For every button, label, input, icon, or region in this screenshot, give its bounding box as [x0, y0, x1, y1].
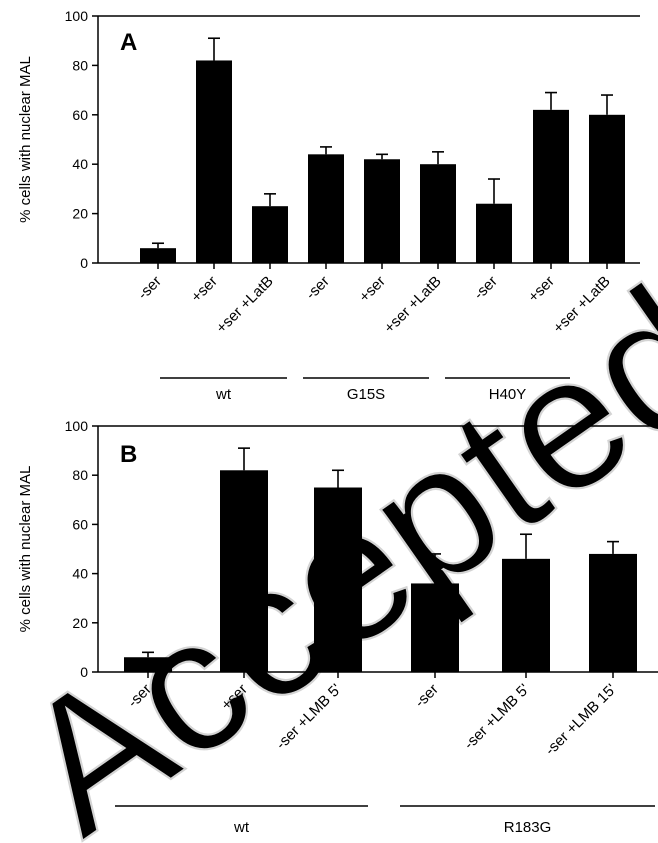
- p2-y-tick-label-100: 100: [65, 418, 89, 434]
- p1-group-label-1: wt: [215, 386, 232, 403]
- p1-y-tick-label-40: 40: [72, 156, 88, 172]
- p2-panel-label: B: [120, 441, 137, 468]
- p1-bar-2: [196, 60, 232, 264]
- p1-category-label-7: -ser: [471, 273, 501, 303]
- p2-category-label-6: -ser +LMB 15': [542, 681, 620, 759]
- p2-bar-1: [124, 657, 172, 672]
- p1-group-label-2: G15S: [347, 386, 385, 403]
- p1-y-tick-label-20: 20: [72, 206, 88, 222]
- p1-category-label-8: +ser: [525, 273, 558, 306]
- p1-bar-8: [533, 109, 569, 263]
- p2-y-tick-label-40: 40: [72, 566, 88, 582]
- p1-bar-4: [308, 154, 344, 263]
- p1-category-label-5: +ser: [356, 273, 389, 306]
- p2-bar-5: [502, 558, 550, 672]
- p1-group-label-3: H40Y: [489, 386, 527, 403]
- p1-panel-label: A: [120, 29, 137, 56]
- p2-group-label-2: R183G: [504, 819, 552, 836]
- p1-y-axis-label: % cells with nuclear MAL: [17, 56, 34, 223]
- p1-y-tick-label-100: 100: [65, 8, 89, 24]
- p2-y-axis-label: % cells with nuclear MAL: [17, 466, 34, 633]
- p1-category-label-4: -ser: [303, 273, 333, 303]
- p2-bar-2: [220, 470, 268, 672]
- p2-bar-4: [411, 583, 459, 672]
- p1-category-label-6: +ser +LatB: [381, 273, 445, 337]
- p1-category-label-3: +ser +LatB: [213, 273, 277, 337]
- p2-y-tick-label-60: 60: [72, 516, 88, 532]
- p2-category-label-5: -ser +LMB 5': [461, 681, 533, 753]
- p1-y-tick-label-0: 0: [80, 255, 88, 271]
- p2-category-label-4: -ser: [412, 681, 442, 711]
- p1-bar-5: [364, 159, 400, 263]
- p2-bar-6: [589, 553, 637, 672]
- p2-y-tick-label-80: 80: [72, 467, 88, 483]
- p2-bar-3: [314, 487, 362, 672]
- p2-y-tick-label-0: 0: [80, 664, 88, 680]
- p2-group-label-1: wt: [233, 819, 250, 836]
- p1-y-tick-label-60: 60: [72, 107, 88, 123]
- p1-y-tick-label-80: 80: [72, 57, 88, 73]
- p1-bar-1: [140, 248, 176, 263]
- p1-bar-7: [476, 203, 512, 263]
- p2-y-tick-label-20: 20: [72, 615, 88, 631]
- p1-bar-6: [420, 164, 456, 263]
- p1-category-label-1: -ser: [135, 273, 165, 303]
- p1-bar-9: [589, 114, 625, 263]
- p1-category-label-2: +ser: [188, 273, 221, 306]
- p1-bar-3: [252, 206, 288, 263]
